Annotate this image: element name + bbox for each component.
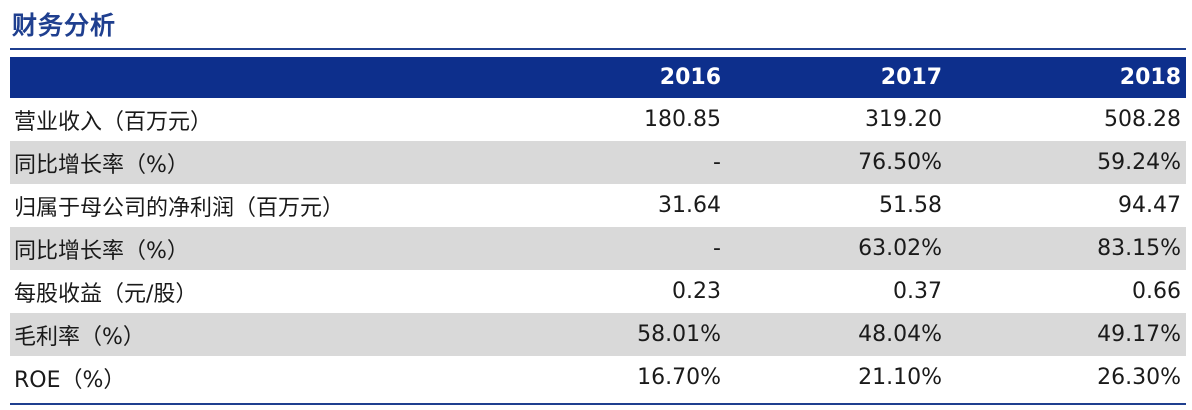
cell-2017: 0.37	[893, 279, 942, 304]
cell-2017: 51.58	[879, 193, 942, 218]
cell-2018: 49.17%	[947, 313, 1186, 356]
cell-2016: 31.64	[658, 193, 721, 218]
header-year-2017: 2017	[726, 57, 947, 98]
table-row: 同比增长率（%） - 63.02% 83.15%	[10, 227, 1186, 270]
table-row: 营业收入（百万元） 180.85 319.20 508.28	[10, 98, 1186, 141]
cell-2017: 48.04%	[726, 313, 947, 356]
header-label-cell	[10, 57, 500, 98]
cell-2016: 180.85	[644, 107, 721, 132]
cell-2018: 83.15%	[947, 227, 1186, 270]
table-header-row: 2016 2017 2018	[10, 57, 1186, 98]
row-label: 每股收益（元/股）	[14, 281, 198, 307]
cell-2016: -	[500, 141, 726, 184]
cell-2018: 94.47	[1118, 193, 1181, 218]
cell-2016: 16.70%	[637, 365, 721, 390]
table-row: ROE（%） 16.70% 21.10% 26.30%	[10, 356, 1186, 399]
cell-2018: 26.30%	[1097, 365, 1181, 390]
financial-table: 2016 2017 2018 营业收入（百万元） 180.85 319.20 5…	[10, 57, 1186, 399]
table-bottom-divider	[10, 403, 1186, 405]
title-divider	[10, 48, 1186, 50]
row-label: ROE（%）	[14, 367, 126, 393]
cell-2016: 58.01%	[500, 313, 726, 356]
row-label: 同比增长率（%）	[10, 227, 500, 270]
table-row: 每股收益（元/股） 0.23 0.37 0.66	[10, 270, 1186, 313]
cell-2017: 76.50%	[726, 141, 947, 184]
row-label: 毛利率（%）	[10, 313, 500, 356]
cell-2016: -	[500, 227, 726, 270]
cell-2018: 0.66	[1132, 279, 1181, 304]
cell-2018: 59.24%	[947, 141, 1186, 184]
cell-2017: 63.02%	[726, 227, 947, 270]
row-label: 归属于母公司的净利润（百万元）	[14, 195, 345, 221]
section-title: 财务分析	[12, 11, 117, 40]
table-row: 归属于母公司的净利润（百万元） 31.64 51.58 94.47	[10, 184, 1186, 227]
header-year-2018: 2018	[947, 57, 1186, 98]
cell-2016: 0.23	[672, 279, 721, 304]
row-label: 营业收入（百万元）	[14, 109, 213, 135]
table-row: 毛利率（%） 58.01% 48.04% 49.17%	[10, 313, 1186, 356]
cell-2017: 319.20	[865, 107, 942, 132]
header-year-2016: 2016	[500, 57, 726, 98]
table-row: 同比增长率（%） - 76.50% 59.24%	[10, 141, 1186, 184]
cell-2018: 508.28	[1104, 107, 1181, 132]
row-label: 同比增长率（%）	[10, 141, 500, 184]
cell-2017: 21.10%	[858, 365, 942, 390]
